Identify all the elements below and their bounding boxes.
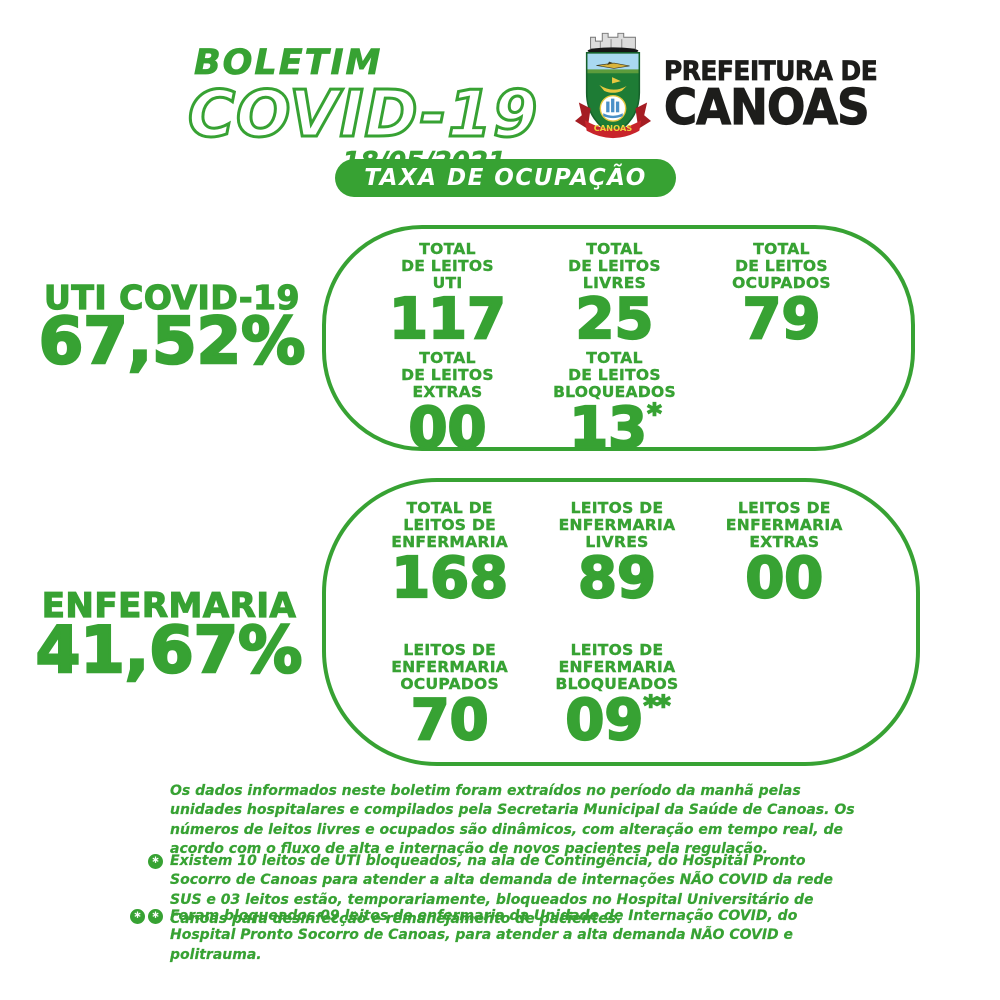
stat-uti-ocupados: TOTAL DE LEITOS OCUPADOS 79 [698, 240, 865, 353]
stat-value: 25 [574, 287, 654, 353]
stat-value: 00 [407, 396, 487, 462]
stat-label: TOTAL DE LEITOS LIVRES [568, 240, 661, 293]
note-marks: * [646, 397, 662, 431]
gov-name: PREFEITURA DE CANOAS [663, 56, 878, 136]
gov-identity: CANOAS PREFEITURA DE CANOAS [574, 28, 896, 140]
enfermaria-stats-grid: TOTAL DE LEITOS DE ENFERMARIA 168 LEITOS… [326, 482, 916, 762]
crest-ribbon-band [584, 120, 642, 139]
stat-value: 09** [564, 688, 671, 754]
footnote-2-badges: ✱ ✱ [130, 907, 163, 965]
stat-label: TOTAL DE LEITOS OCUPADOS [732, 240, 831, 293]
footnote-1-badges: ✱ [148, 852, 163, 929]
enfermaria-title: ENFERMARIA [41, 586, 297, 626]
stat-enf-livres: LEITOS DE ENFERMARIA LIVRES 89 [533, 499, 700, 620]
footer-paragraph: Os dados informados neste boletim foram … [170, 783, 855, 857]
stat-label: TOTAL DE LEITOS UTI [401, 240, 494, 293]
stat-enf-total: TOTAL DE LEITOS DE ENFERMARIA 168 [366, 499, 533, 620]
crest-ribbon-text: CANOAS [594, 123, 633, 133]
stat-label: TOTAL DE LEITOS EXTRAS [401, 349, 494, 402]
gov-name-line2: CANOAS [663, 79, 870, 136]
stat-uti-extras: TOTAL DE LEITOS EXTRAS 00 [364, 349, 531, 462]
stat-empty-cell [701, 642, 868, 762]
uti-stats-grid: TOTAL DE LEITOS UTI 117 TOTAL DE LEITOS … [326, 229, 911, 458]
stat-label: LEITOS DE ENFERMARIA LIVRES [558, 499, 676, 552]
crest-crown [590, 32, 636, 50]
uti-stats-panel: TOTAL DE LEITOS UTI 117 TOTAL DE LEITOS … [322, 225, 915, 458]
note-marks: ** [643, 689, 672, 723]
stat-enf-ocupados: LEITOS DE ENFERMARIA OCUPADOS 70 [366, 641, 533, 762]
occupancy-rate-banner: TAXA DE OCUPAÇÃO [335, 159, 676, 197]
stat-enf-extras: LEITOS DE ENFERMARIA EXTRAS 00 [701, 499, 868, 620]
stat-uti-total: TOTAL DE LEITOS UTI 117 [364, 240, 531, 353]
stat-empty-cell [698, 350, 865, 457]
canoas-coat-of-arms-icon: CANOAS [574, 32, 652, 139]
uti-rate: 67,52% [37, 305, 306, 379]
enfermaria-rate: 41,67% [34, 614, 303, 688]
stat-uti-bloqueados: TOTAL DE LEITOS BLOQUEADOS 13* [531, 349, 698, 462]
footnote-1-text: Existem 10 leitos de UTI bloqueados, na … [170, 853, 833, 927]
stat-value: 79 [741, 287, 821, 353]
uti-title: UTI COVID-19 [43, 278, 300, 317]
gov-name-line1: PREFEITURA DE [664, 56, 878, 87]
enfermaria-stats-panel: TOTAL DE LEITOS DE ENFERMARIA 168 LEITOS… [322, 478, 920, 766]
stat-label: TOTAL DE LEITOS DE ENFERMARIA [391, 499, 509, 552]
asterisk-badge-icon: ✱ [148, 909, 163, 924]
stat-label: TOTAL DE LEITOS BLOQUEADOS [553, 349, 676, 402]
footnote-2-text: Foram bloqueados 09 leitos de enfermaria… [170, 908, 798, 963]
stat-label: LEITOS DE ENFERMARIA BLOQUEADOS [555, 641, 679, 694]
bulletin-brand: BOLETIM COVID-19 18/05/2021 [187, 43, 539, 175]
stat-value: 70 [410, 688, 490, 754]
crest-canoe [599, 84, 627, 93]
stat-value: 168 [390, 546, 509, 612]
stat-value: 00 [744, 546, 824, 612]
stat-enf-bloqueados: LEITOS DE ENFERMARIA BLOQUEADOS 09** [533, 641, 700, 762]
footnote-1: ✱ Existem 10 leitos de UTI bloqueados, n… [148, 852, 866, 929]
stat-value: 117 [388, 287, 507, 353]
stat-value: 13* [568, 396, 662, 462]
stat-label: LEITOS DE ENFERMARIA EXTRAS [725, 499, 843, 552]
uti-summary: UTI COVID-19 67,52% [28, 278, 316, 379]
boletim-title: BOLETIM [194, 43, 383, 83]
crest-canoe-sail [612, 77, 621, 84]
covid-outline-title: COVID-19 [187, 78, 539, 152]
footnote-2: ✱ ✱ Foram bloqueados 09 leitos de enferm… [130, 907, 866, 965]
asterisk-badge-icon: ✱ [130, 909, 145, 924]
stat-uti-livres: TOTAL DE LEITOS LIVRES 25 [531, 240, 698, 353]
stat-value: 89 [577, 546, 657, 612]
banner-label: TAXA DE OCUPAÇÃO [364, 165, 647, 191]
stat-label: LEITOS DE ENFERMARIA OCUPADOS [391, 641, 509, 694]
enfermaria-summary: ENFERMARIA 41,67% [22, 586, 316, 688]
asterisk-badge-icon: ✱ [148, 854, 163, 869]
